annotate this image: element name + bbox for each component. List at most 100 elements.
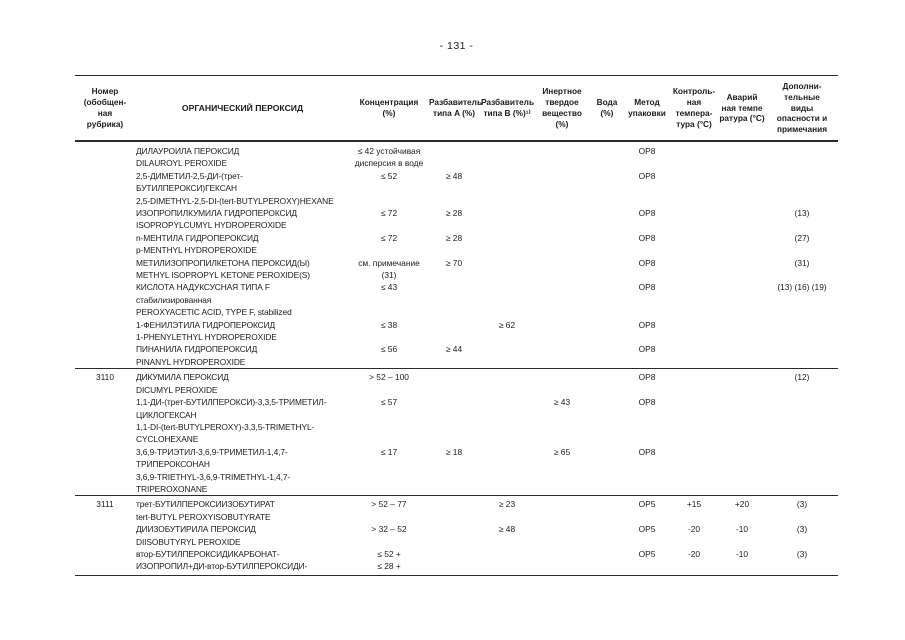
cell-inert [534, 319, 590, 344]
cell-num [75, 281, 135, 318]
table-row: 1-ФЕНИЛЭТИЛА ГИДРОПЕРОКСИД 1-PHENYLETHYL… [75, 319, 838, 344]
cell-water [590, 207, 624, 232]
cell-ctrl [670, 446, 718, 496]
cell-water [590, 446, 624, 496]
cell-dil_a: ≥ 44 [445, 344, 463, 355]
cell-name: 3,6,9-ТРИЭТИЛ-3,6,9-ТРИМЕТИЛ-1,4,7- ТРИП… [136, 446, 291, 494]
cell-rem: (31) [794, 257, 810, 268]
cell-emerg [718, 446, 766, 496]
cell-num: 3111 [75, 495, 135, 524]
organic-peroxides-table: Номер (обобщен- ная рубрика) ОРГАНИЧЕСКИ… [75, 74, 838, 576]
cell-rem: (13) [794, 208, 810, 219]
cell-num [75, 547, 135, 576]
column-header-number: Номер (обобщен- ная рубрика) [75, 74, 135, 142]
cell-name: ДИЛАУРОИЛА ПЕРОКСИД DILAUROYL PEROXIDE [136, 145, 240, 169]
cell-name: 1-ФЕНИЛЭТИЛА ГИДРОПЕРОКСИД 1-PHENYLETHYL… [136, 319, 277, 343]
cell-emerg [718, 319, 766, 344]
cell-water [590, 170, 624, 207]
table-row: КИСЛОТА НАДУКСУСНАЯ ТИПА F стабилизирова… [75, 281, 838, 318]
cell-dil_a: ≥ 48 [445, 170, 463, 181]
cell-num [75, 446, 135, 496]
column-header-emergency-temperature: Аварий ная темпе ратура (°C) [718, 74, 766, 142]
cell-ctrl [670, 281, 718, 318]
cell-pack: OP8 [638, 257, 656, 268]
cell-emerg [718, 396, 766, 446]
cell-dil_b [480, 396, 534, 446]
cell-water [590, 396, 624, 446]
cell-inert [534, 207, 590, 232]
cell-num [75, 396, 135, 446]
cell-conc: ≤ 52 + ≤ 28 + [350, 547, 428, 576]
cell-emerg [718, 281, 766, 318]
cell-emerg: -10 [718, 547, 766, 576]
cell-inert [534, 281, 590, 318]
cell-num [75, 523, 135, 548]
cell-pack: OP8 [638, 397, 656, 408]
header-row: Номер (обобщен- ная рубрика) ОРГАНИЧЕСКИ… [75, 74, 838, 142]
cell-ctrl [670, 319, 718, 344]
cell-num [75, 170, 135, 207]
cell-conc: > 52 – 100 [350, 368, 428, 397]
cell-inert [534, 257, 590, 282]
cell-inert: ≥ 43 [553, 397, 571, 408]
cell-ctrl [670, 396, 718, 446]
cell-ctrl [670, 232, 718, 257]
cell-ctrl [670, 170, 718, 207]
cell-dil_a [428, 495, 480, 524]
cell-ctrl: +15 [670, 495, 718, 524]
cell-emerg [718, 170, 766, 207]
cell-dil_b: ≥ 48 [498, 524, 516, 535]
cell-name: ДИКУМИЛА ПЕРОКСИД DICUMYL PEROXIDE [135, 368, 350, 397]
table-row: ИЗОПРОПИЛКУМИЛА ГИДРОПЕРОКСИД ISOPROPYLC… [75, 207, 838, 232]
table-row: ПИНАНИЛА ГИДРОПЕРОКСИД PINANYL HYDROPERO… [75, 343, 838, 368]
cell-pack: OP8 [638, 282, 656, 293]
cell-num [75, 207, 135, 232]
cell-conc: ≤ 43 [380, 282, 398, 293]
cell-emerg [718, 257, 766, 282]
cell-emerg [718, 207, 766, 232]
cell-water [590, 257, 624, 282]
cell-name: n-МЕНТИЛА ГИДРОПЕРОКСИД p-MENTHYL HYDROP… [136, 232, 259, 256]
cell-inert [534, 547, 590, 576]
cell-dil_a [428, 141, 480, 170]
cell-rem: (27) [794, 232, 810, 243]
cell-conc: ≤ 56 [380, 344, 398, 355]
cell-ctrl [670, 257, 718, 282]
cell-pack: OP8 [638, 446, 656, 457]
cell-water [590, 232, 624, 257]
cell-emerg: +20 [718, 495, 766, 524]
cell-conc: ≤ 38 [380, 319, 398, 330]
cell-dil_a: ≥ 18 [445, 446, 463, 457]
cell-rem [766, 319, 838, 344]
table-row: ДИЛАУРОИЛА ПЕРОКСИД DILAUROYL PEROXIDE ≤ … [75, 141, 838, 170]
cell-pack: OP5 [638, 524, 656, 535]
table-row: 3,6,9-ТРИЭТИЛ-3,6,9-ТРИМЕТИЛ-1,4,7- ТРИП… [75, 446, 838, 496]
cell-num: 3110 [75, 368, 135, 397]
cell-dil_a: ≥ 28 [445, 208, 463, 219]
column-header-diluent-type-a: Разбавитель типа A (%) [428, 74, 482, 142]
cell-conc: ≤ 42 устойчивая дисперсия в воде [354, 145, 424, 169]
cell-rem: (12) [766, 368, 838, 397]
cell-dil_b [480, 446, 534, 496]
table-row: 2,5-ДИМЕТИЛ-2,5-ДИ-(трет- БУТИЛПЕРОКСИ)Г… [75, 170, 838, 207]
cell-dil_a [428, 547, 480, 576]
cell-conc: ≤ 72 [380, 232, 398, 243]
table-body: ДИЛАУРОИЛА ПЕРОКСИД DILAUROYL PEROXIDE ≤ … [75, 141, 838, 576]
cell-ctrl: -20 [670, 547, 718, 576]
cell-dil_a: ≥ 70 [445, 257, 463, 268]
cell-rem [766, 396, 838, 446]
cell-dil_a: ≥ 28 [445, 232, 463, 243]
column-header-control-temperature: Контроль- ная темпера- тура (°C) [670, 74, 718, 142]
column-header-concentration: Концентрация (%) [350, 74, 428, 142]
cell-pack: OP8 [624, 368, 670, 397]
cell-water [590, 368, 624, 397]
cell-dil_b [480, 547, 534, 576]
table-row: втор-БУТИЛПЕРОКСИДИКАРБОНАТ- ИЗОПРОПИЛ+Д… [75, 547, 838, 576]
cell-dil_b [480, 232, 534, 257]
cell-dil_b [480, 257, 534, 282]
cell-dil_b: ≥ 23 [480, 495, 534, 524]
cell-water [590, 523, 624, 548]
cell-name: 1,1-ДИ-(трет-БУТИЛПЕРОКСИ)-3,3,5-ТРИМЕТИ… [136, 397, 327, 445]
column-header-inert-solid: Инертное твердое вещество (%) [534, 74, 590, 142]
cell-dil_b [480, 141, 534, 170]
